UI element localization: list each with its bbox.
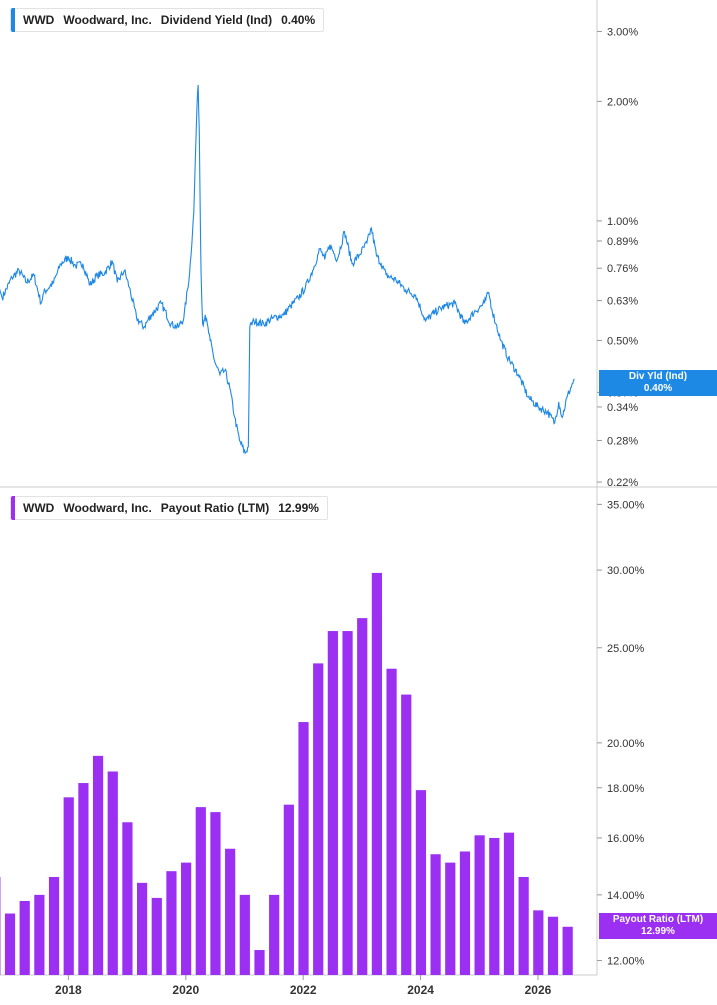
payout-bar <box>518 876 529 975</box>
payout-bar <box>401 694 412 975</box>
yield-value-flag: Div Yld (Ind) 0.40% <box>599 370 717 396</box>
dividend-yield-line <box>0 84 575 455</box>
xtick-label: 2020 <box>172 983 199 997</box>
yield-ytick-label: 3.00% <box>607 26 638 38</box>
payout-ytick-label: 16.00% <box>607 833 645 845</box>
payout-bar <box>48 876 60 975</box>
payout-bar <box>63 797 74 975</box>
yield-legend-value: 0.40% <box>281 13 316 27</box>
payout-bar <box>445 862 456 975</box>
yield-legend-metric: Dividend Yield (Ind) <box>160 13 273 27</box>
payout-bar <box>415 790 427 975</box>
dividend-yield-plot <box>0 84 575 455</box>
xtick-label: 2026 <box>525 983 552 997</box>
payout-bar <box>239 894 250 975</box>
payout-legend-swatch <box>11 496 15 520</box>
payout-legend-value: 12.99% <box>278 501 319 515</box>
payout-ytick-label: 35.00% <box>607 499 645 511</box>
yield-ytick-label: 0.76% <box>607 263 638 275</box>
payout-ratio-plot <box>0 572 573 975</box>
payout-bar <box>195 807 206 975</box>
yield-ytick-label: 0.34% <box>607 402 638 414</box>
payout-bar <box>298 722 309 975</box>
payout-bar <box>19 900 30 975</box>
yield-legend-company: Woodward, Inc. <box>63 13 152 27</box>
payout-bar <box>210 812 221 975</box>
payout-flag-label: Payout Ratio (LTM) <box>612 914 704 925</box>
payout-bar <box>327 631 338 975</box>
payout-bar <box>269 894 280 975</box>
yield-ytick-label: 0.63% <box>607 296 638 308</box>
payout-bar <box>151 897 162 975</box>
payout-bar <box>459 851 471 975</box>
yield-legend-swatch <box>11 8 15 32</box>
payout-bar <box>474 835 485 975</box>
payout-bar <box>137 882 148 975</box>
yield-ytick-label: 0.28% <box>607 435 638 447</box>
payout-legend: WWD Woodward, Inc. Payout Ratio (LTM) 12… <box>10 496 328 520</box>
payout-bar <box>254 950 265 975</box>
payout-value-flag: Payout Ratio (LTM) 12.99% <box>599 913 717 939</box>
yield-legend-ticker: WWD <box>23 13 55 27</box>
yield-ytick-label: 0.22% <box>607 477 638 489</box>
payout-bar <box>34 894 45 975</box>
payout-ytick-label: 14.00% <box>607 890 645 902</box>
payout-bar <box>107 771 118 975</box>
payout-bar <box>489 837 500 975</box>
payout-bar <box>371 572 382 975</box>
payout-legend-metric: Payout Ratio (LTM) <box>160 501 270 515</box>
payout-bar <box>313 663 324 975</box>
payout-legend-company: Woodward, Inc. <box>63 501 152 515</box>
yield-flag-value: 0.40% <box>643 383 673 394</box>
payout-ytick-label: 25.00% <box>607 643 645 655</box>
payout-ytick-label: 20.00% <box>607 738 645 750</box>
payout-bar <box>503 832 515 975</box>
payout-bar <box>122 822 133 975</box>
payout-bar <box>547 916 559 975</box>
yield-ytick-label: 0.89% <box>607 236 638 248</box>
payout-bar <box>342 631 353 975</box>
payout-bar <box>386 668 397 975</box>
yield-flag-label: Div Yld (Ind) <box>628 371 688 382</box>
payout-bar <box>225 848 236 975</box>
payout-bar <box>430 854 441 975</box>
payout-bar <box>562 926 573 975</box>
payout-bar <box>181 862 192 975</box>
payout-legend-ticker: WWD <box>23 501 55 515</box>
payout-bar <box>78 783 89 975</box>
xtick-label: 2022 <box>290 983 317 997</box>
payout-bar <box>283 804 294 975</box>
yield-legend: WWD Woodward, Inc. Dividend Yield (Ind) … <box>10 8 325 32</box>
payout-ytick-label: 18.00% <box>607 783 645 795</box>
payout-bar <box>357 618 368 975</box>
payout-bar <box>166 871 177 975</box>
payout-flag-value: 12.99% <box>641 926 675 937</box>
payout-bar <box>533 910 544 975</box>
yield-ytick-label: 0.50% <box>607 335 638 347</box>
payout-ytick-label: 30.00% <box>607 565 645 577</box>
xtick-label: 2018 <box>55 983 82 997</box>
payout-bar <box>4 913 16 975</box>
payout-ytick-label: 12.00% <box>607 956 645 968</box>
yield-ytick-label: 2.00% <box>607 96 638 108</box>
yield-ytick-label: 1.00% <box>607 216 638 228</box>
payout-bar <box>92 755 104 975</box>
xtick-label: 2024 <box>407 983 434 997</box>
